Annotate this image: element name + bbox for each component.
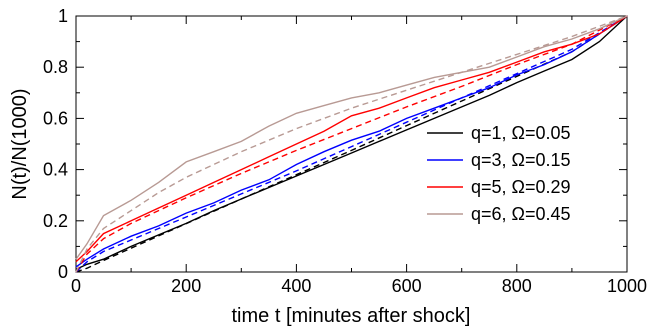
series-line-model-0 bbox=[75, 15, 628, 273]
x-tick-label: 600 bbox=[392, 276, 422, 296]
y-tick-label: 0.2 bbox=[43, 211, 68, 231]
series-line-empirical-3 bbox=[75, 15, 628, 260]
y-tick-label: 1 bbox=[58, 6, 68, 26]
x-tick-label: 400 bbox=[281, 276, 311, 296]
y-tick-label: 0 bbox=[58, 262, 68, 282]
x-tick-label: 800 bbox=[502, 276, 532, 296]
legend-label: q=3, Ω=0.15 bbox=[471, 150, 571, 170]
x-tick-label: 0 bbox=[71, 276, 81, 296]
x-tick-label: 200 bbox=[171, 276, 201, 296]
series-line-empirical-2 bbox=[75, 15, 628, 263]
ticks bbox=[75, 15, 628, 273]
tick-labels: 0 200 400 600 800 1000 0 0.2 0.4 0.6 0.8 1 bbox=[43, 6, 647, 296]
series-line-model-1 bbox=[75, 15, 628, 273]
series-line-empirical-0 bbox=[75, 15, 628, 271]
legend: q=1, Ω=0.05 q=3, Ω=0.15 q=5, Ω=0.29 q=6, Ω=… bbox=[427, 123, 571, 224]
series-line-empirical-1 bbox=[75, 15, 628, 268]
legend-label: q=1, Ω=0.05 bbox=[471, 123, 571, 143]
series-line-model-2 bbox=[75, 15, 628, 273]
y-tick-label: 0.6 bbox=[43, 108, 68, 128]
x-tick-label: 1000 bbox=[607, 276, 647, 296]
series-line-model-3 bbox=[75, 15, 628, 273]
x-axis-title: time t [minutes after shock] bbox=[232, 305, 471, 326]
series-lines bbox=[75, 15, 628, 273]
legend-label: q=5, Ω=0.29 bbox=[471, 177, 571, 197]
y-tick-label: 0.4 bbox=[43, 160, 68, 180]
y-axis-title: N(t)/N(1000) bbox=[9, 88, 31, 199]
legend-label: q=6, Ω=0.45 bbox=[471, 204, 571, 224]
y-tick-label: 0.8 bbox=[43, 57, 68, 77]
